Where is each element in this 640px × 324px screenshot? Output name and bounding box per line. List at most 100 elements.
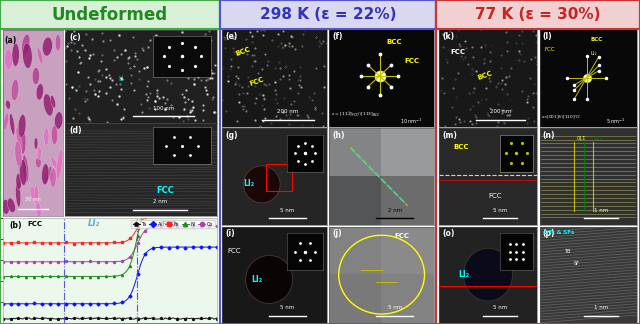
Text: (a): (a)	[4, 36, 17, 45]
Text: DTs & SFs: DTs & SFs	[545, 230, 575, 235]
Text: FCC: FCC	[162, 221, 177, 227]
Ellipse shape	[56, 34, 61, 51]
Text: (o): (o)	[442, 229, 454, 238]
Text: (d): (d)	[70, 126, 82, 135]
Text: (n): (n)	[543, 131, 555, 140]
Ellipse shape	[32, 67, 40, 85]
Text: 5 nm: 5 nm	[388, 305, 402, 310]
Ellipse shape	[56, 149, 63, 179]
Ellipse shape	[51, 125, 58, 145]
Text: 30 nm: 30 nm	[25, 197, 40, 202]
Text: FCC: FCC	[248, 76, 264, 87]
Text: BCC: BCC	[235, 47, 252, 57]
Text: 2 nm: 2 nm	[388, 208, 402, 213]
Text: BCC: BCC	[476, 70, 493, 81]
Text: (p): (p)	[543, 229, 555, 238]
Text: (j): (j)	[332, 229, 342, 238]
Text: 200 nm: 200 nm	[490, 109, 511, 114]
Text: 1 nm: 1 nm	[593, 305, 608, 310]
Text: z=[001]$_B$//[110]$_{FCC}$: z=[001]$_B$//[110]$_{FCC}$	[541, 114, 582, 122]
Ellipse shape	[15, 141, 22, 167]
Ellipse shape	[44, 168, 51, 184]
Ellipse shape	[42, 164, 49, 185]
Ellipse shape	[44, 128, 49, 145]
Text: (h): (h)	[332, 131, 345, 140]
Ellipse shape	[35, 201, 41, 217]
Ellipse shape	[15, 183, 20, 207]
Text: (k): (k)	[442, 32, 454, 41]
Text: (i): (i)	[225, 229, 235, 238]
Legend: Ta, Al, Fe, Ni, Co: Ta, Al, Fe, Ni, Co	[131, 220, 214, 228]
Ellipse shape	[34, 138, 38, 149]
Text: 1 nm: 1 nm	[593, 208, 608, 213]
Text: 2 nm: 2 nm	[153, 199, 167, 204]
Ellipse shape	[22, 34, 30, 55]
Text: LI₂: LI₂	[243, 179, 254, 188]
Ellipse shape	[37, 146, 42, 159]
Text: FCC: FCC	[27, 221, 42, 227]
Text: TB: TB	[564, 249, 570, 254]
Ellipse shape	[22, 43, 32, 68]
Text: 5 nm: 5 nm	[280, 305, 294, 310]
Text: FCC: FCC	[227, 249, 241, 254]
Text: FCC: FCC	[394, 233, 409, 239]
Text: FCC: FCC	[451, 49, 466, 54]
Text: FCC: FCC	[488, 193, 502, 199]
Text: 5 nm: 5 nm	[493, 305, 508, 310]
Ellipse shape	[12, 43, 19, 66]
Text: (e): (e)	[225, 32, 237, 41]
Ellipse shape	[18, 114, 26, 137]
Ellipse shape	[16, 127, 22, 151]
Text: BCC: BCC	[591, 37, 603, 42]
Ellipse shape	[16, 173, 22, 190]
Text: LI₂: LI₂	[591, 52, 597, 56]
Text: 5 nm$^{-1}$: 5 nm$^{-1}$	[606, 117, 625, 126]
Text: 5 nm: 5 nm	[280, 208, 294, 213]
Ellipse shape	[35, 157, 41, 168]
Text: FCC: FCC	[545, 47, 555, 52]
Text: (g): (g)	[225, 131, 237, 140]
Text: BCC: BCC	[454, 144, 469, 150]
Ellipse shape	[3, 199, 10, 214]
Text: FCC: FCC	[156, 186, 174, 195]
Text: 10 nm$^{-1}$: 10 nm$^{-1}$	[401, 117, 423, 126]
Text: FCC: FCC	[404, 58, 420, 64]
Ellipse shape	[49, 166, 52, 181]
Text: 011: 011	[593, 135, 603, 141]
Text: (m): (m)	[442, 131, 457, 140]
Ellipse shape	[44, 94, 53, 116]
Ellipse shape	[51, 168, 56, 188]
Text: 77 K (ε = 30%): 77 K (ε = 30%)	[476, 7, 601, 22]
Ellipse shape	[6, 100, 10, 109]
Ellipse shape	[10, 113, 15, 135]
Ellipse shape	[54, 112, 63, 129]
Ellipse shape	[3, 113, 8, 130]
Text: (c): (c)	[70, 33, 81, 42]
Text: LI₂: LI₂	[88, 219, 100, 228]
Text: z = [11$\bar{2}$]$_{FCC}$//[113]$_{BCC}$: z = [11$\bar{2}$]$_{FCC}$//[113]$_{BCC}$	[332, 111, 381, 120]
Text: (f): (f)	[332, 32, 343, 41]
Ellipse shape	[11, 79, 19, 101]
Text: LI₂: LI₂	[459, 270, 470, 279]
Text: 298 K (ε = 22%): 298 K (ε = 22%)	[260, 7, 396, 22]
Text: (b): (b)	[9, 221, 22, 230]
Text: 100 nm: 100 nm	[153, 106, 175, 111]
Text: Undeformed: Undeformed	[52, 6, 168, 24]
Text: LI₂: LI₂	[252, 275, 262, 284]
Text: 200 nm: 200 nm	[277, 109, 299, 114]
Ellipse shape	[37, 48, 43, 64]
Ellipse shape	[35, 185, 38, 204]
Ellipse shape	[20, 132, 26, 154]
Text: (l): (l)	[543, 32, 552, 41]
Ellipse shape	[19, 159, 27, 185]
Text: BCC: BCC	[387, 39, 403, 45]
Ellipse shape	[22, 155, 29, 182]
Text: Lᴵ: Lᴵ	[118, 76, 124, 82]
Text: 011̅: 011̅	[577, 135, 586, 141]
Ellipse shape	[51, 95, 56, 108]
Ellipse shape	[8, 198, 15, 213]
Ellipse shape	[463, 248, 513, 301]
Ellipse shape	[51, 157, 58, 170]
Ellipse shape	[246, 255, 292, 304]
Ellipse shape	[30, 186, 39, 204]
